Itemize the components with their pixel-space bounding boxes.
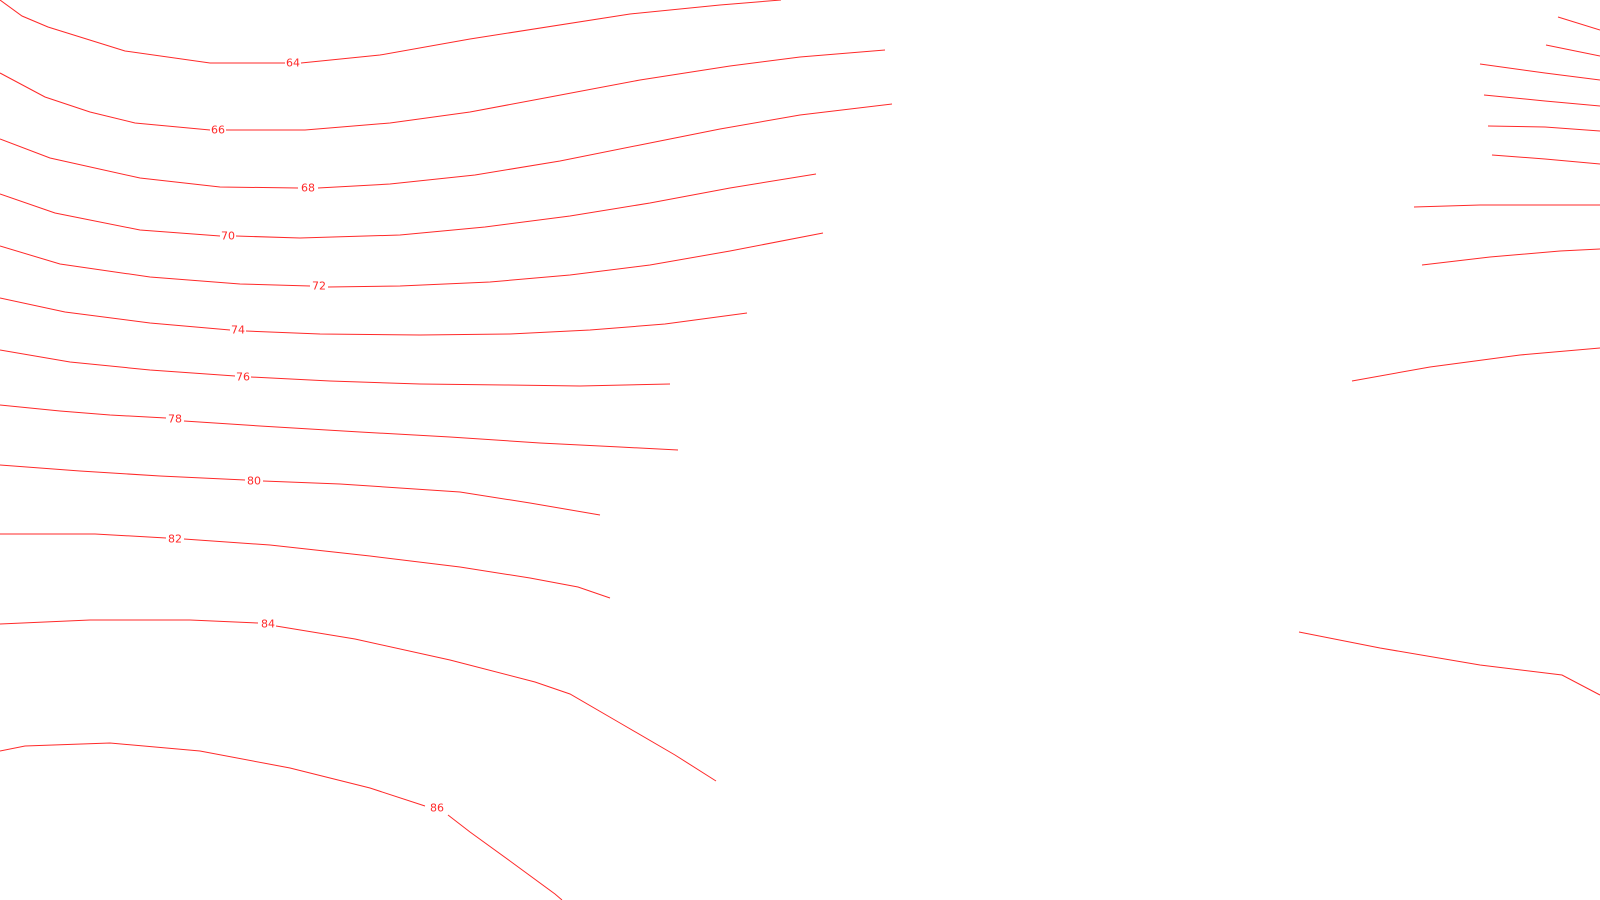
contour-72: 72 (0, 232, 824, 293)
contour-line (183, 420, 679, 451)
contour-line (0, 742, 426, 807)
contour-line (1421, 248, 1600, 266)
contour-line (0, 297, 231, 331)
contour-label: 82 (168, 533, 182, 546)
contour-66: 66 (0, 49, 886, 137)
contour-label: 74 (231, 324, 245, 337)
contour-86: 86 (0, 742, 563, 900)
contour-label: 64 (286, 57, 300, 70)
contour-line (1351, 347, 1600, 382)
contour-line (1557, 16, 1600, 31)
contour-84: 84 (0, 618, 1600, 782)
contour-line (0, 138, 299, 189)
contour-line (1483, 94, 1600, 107)
contour-label: 78 (168, 413, 182, 426)
contour-line (0, 464, 246, 481)
contour-line (0, 619, 259, 625)
contour-line (317, 103, 893, 189)
contour-70: 70 (0, 173, 817, 243)
contour-line (250, 376, 671, 387)
contour-line (0, 349, 236, 377)
contour-line (0, 193, 221, 237)
contour-line (0, 533, 167, 539)
contour-label: 86 (430, 802, 444, 815)
contour-fragments-right (1351, 16, 1600, 382)
contour-label: 66 (211, 124, 225, 137)
contour-line (1487, 125, 1600, 132)
contour-line (0, 72, 211, 131)
contour-label: 70 (221, 230, 235, 243)
contour-line (183, 538, 611, 599)
contour-82: 82 (0, 533, 611, 599)
contour-76: 76 (0, 349, 671, 387)
contour-line (1545, 44, 1600, 57)
contour-line (262, 480, 601, 516)
contour-line (275, 625, 717, 782)
contour-line (1479, 63, 1600, 81)
contour-line (1298, 631, 1600, 696)
contour-line (0, 245, 311, 287)
contour-80: 80 (0, 464, 601, 516)
contour-line (0, 0, 285, 64)
contour-line (300, 0, 782, 64)
contour-line (1413, 204, 1600, 208)
contour-74: 74 (0, 297, 748, 337)
contour-line (447, 814, 563, 900)
contour-64: 64 (0, 0, 782, 70)
contour-label: 68 (301, 182, 315, 195)
contour-line (245, 312, 748, 336)
contour-label: 80 (247, 475, 261, 488)
contour-68: 68 (0, 103, 893, 195)
contour-label: 76 (236, 371, 250, 384)
contour-label: 84 (261, 618, 275, 631)
contour-label: 72 (312, 280, 326, 293)
contour-line (0, 404, 167, 419)
contour-line (226, 49, 886, 131)
contour-line (1491, 154, 1600, 165)
contour-line (327, 232, 824, 288)
contour-line (235, 173, 817, 239)
contour-78: 78 (0, 404, 679, 451)
